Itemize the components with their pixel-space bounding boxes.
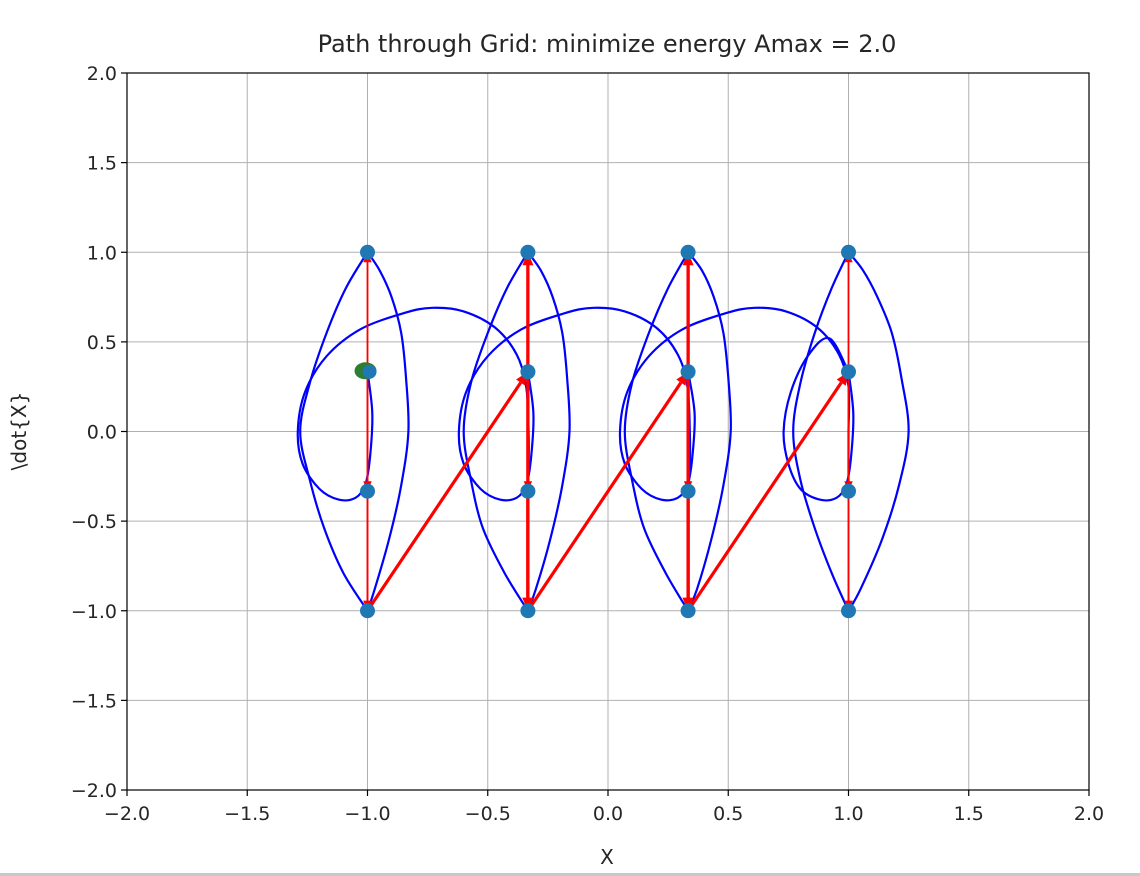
trajectory-curve	[457, 306, 692, 502]
grid-node	[841, 603, 856, 619]
trajectory-curve	[462, 251, 529, 612]
y-tick-label: −1.5	[71, 690, 117, 712]
x-axis-label: X	[600, 845, 614, 869]
x-tick-label: −1.0	[344, 803, 390, 825]
grid-node	[680, 603, 696, 619]
trajectory-curve	[618, 306, 851, 502]
x-tick-label: −0.5	[465, 803, 511, 825]
y-tick-label: 0.5	[87, 332, 117, 354]
trajectory-curve	[847, 251, 910, 612]
chart-title: Path through Grid: minimize energy Amax …	[318, 30, 897, 58]
trajectory-curve	[792, 251, 850, 612]
grid-node	[360, 483, 375, 499]
grid-node	[841, 364, 856, 380]
grid-node	[680, 483, 696, 499]
grid-node	[360, 244, 375, 260]
trajectory-curve	[526, 251, 571, 612]
x-tick-label: 0.5	[713, 803, 743, 825]
y-tick-label: −1.0	[71, 601, 117, 623]
x-tick-label: −1.5	[224, 803, 270, 825]
trajectory-curve	[299, 251, 369, 612]
x-tick-label: 0.0	[593, 803, 623, 825]
transition-arrow	[686, 371, 849, 612]
y-tick-label: 0.0	[87, 422, 117, 444]
x-tick-label: −2.0	[104, 803, 150, 825]
grid-node	[680, 364, 696, 380]
trajectory-curve	[687, 251, 732, 612]
x-tick-label: 1.5	[954, 803, 984, 825]
grid-node	[841, 483, 856, 499]
grid-node	[520, 244, 536, 260]
bottom-rule	[0, 873, 1140, 876]
grid-node	[520, 483, 536, 499]
y-tick-label: 1.5	[87, 153, 117, 175]
x-tick-label: 2.0	[1074, 803, 1104, 825]
transition-arrows	[363, 252, 853, 612]
y-tick-label: 1.0	[87, 242, 117, 264]
trajectory-curve	[623, 251, 690, 612]
grid-node	[520, 364, 536, 380]
grid-nodes	[354, 244, 856, 619]
grid-node	[362, 364, 377, 379]
trajectory-curve	[366, 251, 410, 612]
transition-arrow	[366, 371, 528, 612]
grid-node	[841, 244, 856, 260]
grid-node	[520, 603, 536, 619]
trajectory-curve	[782, 336, 855, 502]
y-tick-label: −0.5	[71, 511, 117, 533]
grid-node	[360, 603, 375, 619]
y-axis-label: \dot{X}	[7, 392, 31, 471]
gridlines	[126, 72, 1090, 791]
axis-ticks: −2.0 −1.5 −1.0 −0.5 0.0 0.5 1.0 1.5 2.0 −2.0 −1.5 −…	[71, 63, 1104, 825]
trajectory-curve	[296, 306, 530, 502]
y-tick-label: −2.0	[71, 780, 117, 802]
y-tick-label: 2.0	[87, 63, 117, 85]
x-tick-label: 1.0	[833, 803, 863, 825]
grid-node	[680, 244, 696, 260]
